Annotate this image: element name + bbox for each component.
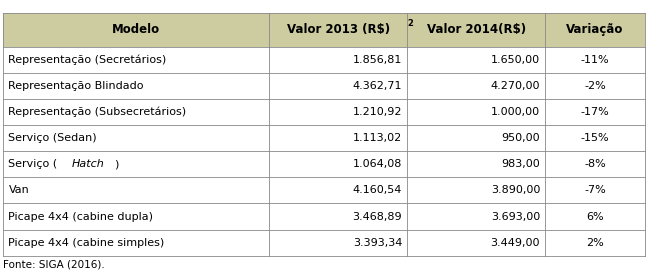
Text: -15%: -15%: [581, 133, 609, 143]
Bar: [3, 73, 645, 99]
Text: -17%: -17%: [581, 107, 609, 117]
Text: Van: Van: [8, 185, 29, 195]
Text: 983,00: 983,00: [502, 159, 540, 169]
Text: 1.210,92: 1.210,92: [353, 107, 402, 117]
Text: 3.693,00: 3.693,00: [491, 212, 540, 222]
Text: 4.270,00: 4.270,00: [491, 81, 540, 91]
Text: Modelo: Modelo: [112, 23, 161, 36]
Bar: [3, 46, 645, 73]
Text: 3.468,89: 3.468,89: [353, 212, 402, 222]
Text: 1.650,00: 1.650,00: [491, 54, 540, 64]
Text: Picape 4x4 (cabine simples): Picape 4x4 (cabine simples): [8, 238, 165, 248]
Text: Variação: Variação: [566, 23, 624, 36]
Text: 6%: 6%: [586, 212, 604, 222]
Text: Representação (Secretários): Representação (Secretários): [8, 54, 167, 65]
Text: 3.393,34: 3.393,34: [353, 238, 402, 248]
Text: 2%: 2%: [586, 238, 604, 248]
Bar: [3, 151, 645, 177]
Text: 3.890,00: 3.890,00: [491, 185, 540, 195]
Text: Representação (Subsecretários): Representação (Subsecretários): [8, 107, 187, 117]
Bar: [3, 99, 645, 125]
Text: ): ): [114, 159, 119, 169]
Text: Valor 2013 (R$): Valor 2013 (R$): [287, 23, 390, 36]
Text: Serviço (Sedan): Serviço (Sedan): [8, 133, 97, 143]
Text: 2: 2: [407, 19, 413, 28]
Text: -11%: -11%: [581, 54, 609, 64]
Text: 950,00: 950,00: [502, 133, 540, 143]
Bar: [3, 177, 645, 203]
Text: 1.000,00: 1.000,00: [491, 107, 540, 117]
Text: Representação Blindado: Representação Blindado: [8, 81, 144, 91]
Bar: [3, 13, 645, 46]
Bar: [3, 203, 645, 230]
Text: Serviço (: Serviço (: [8, 159, 58, 169]
Bar: [3, 230, 645, 256]
Text: Fonte: SIGA (2016).: Fonte: SIGA (2016).: [3, 260, 105, 270]
Text: Valor 2014(R$): Valor 2014(R$): [427, 23, 526, 36]
Text: 3.449,00: 3.449,00: [491, 238, 540, 248]
Text: 1.856,81: 1.856,81: [353, 54, 402, 64]
Text: 4.160,54: 4.160,54: [353, 185, 402, 195]
Text: -2%: -2%: [584, 81, 606, 91]
Text: 1.113,02: 1.113,02: [353, 133, 402, 143]
Bar: [3, 125, 645, 151]
Text: -7%: -7%: [584, 185, 606, 195]
Text: Hatch: Hatch: [72, 159, 104, 169]
Text: 4.362,71: 4.362,71: [353, 81, 402, 91]
Text: 1.064,08: 1.064,08: [353, 159, 402, 169]
Text: -8%: -8%: [584, 159, 606, 169]
Text: Picape 4x4 (cabine dupla): Picape 4x4 (cabine dupla): [8, 212, 154, 222]
